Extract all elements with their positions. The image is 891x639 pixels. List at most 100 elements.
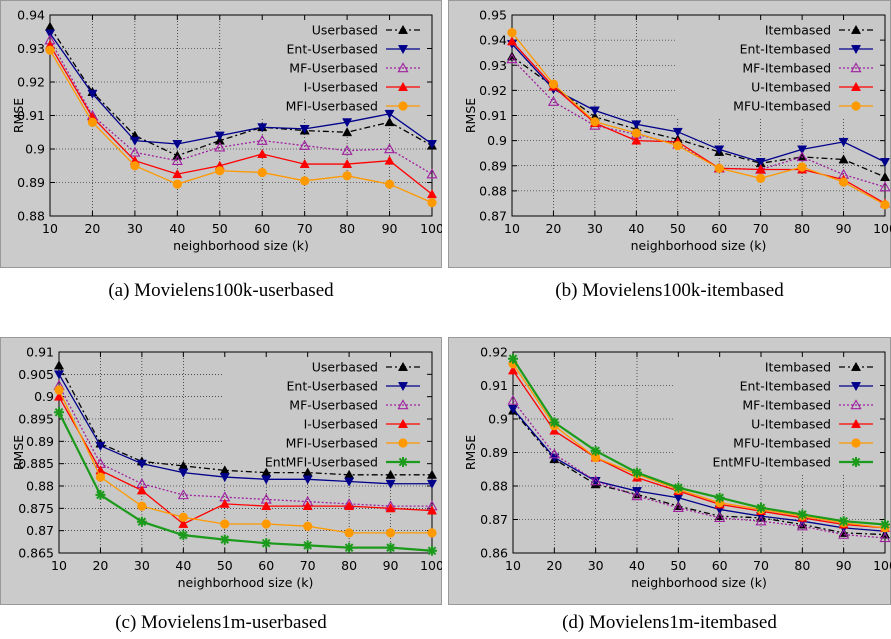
data-point — [879, 158, 891, 168]
y-tick-label: 0.87 — [480, 512, 508, 527]
data-point — [136, 459, 147, 469]
data-point — [838, 137, 849, 147]
y-tick-label: 0.94 — [479, 33, 507, 48]
legend-label: MFI-Userbased — [286, 99, 378, 114]
y-tick-label: 0.9 — [25, 142, 45, 157]
x-tick-label: 50 — [670, 221, 686, 236]
data-point — [342, 171, 352, 181]
y-tick-label: 0.88 — [17, 209, 45, 224]
data-point — [344, 542, 355, 553]
x-tick-label: 100 — [873, 558, 891, 573]
data-point — [299, 139, 311, 150]
legend-label: Ent-Itembased — [740, 42, 831, 57]
y-tick-label: 0.93 — [479, 58, 507, 73]
y-tick-label: 0.95 — [479, 8, 507, 23]
data-point — [130, 161, 140, 171]
series-line — [58, 396, 433, 525]
y-tick-label: 0.92 — [17, 75, 45, 90]
data-point — [548, 79, 559, 89]
chart-panel-d: 0.86 0.87 0.88 0.89 0.9 0.91 0.92 10 20 30 40 50 60 7… — [448, 337, 891, 605]
data-point — [302, 500, 313, 511]
legend-label: MFU-Itembased — [733, 99, 831, 114]
data-point — [178, 512, 188, 522]
x-tick-label: 70 — [753, 221, 769, 236]
series-ent-userbased — [53, 370, 438, 489]
y-tick-label: 0.885 — [18, 456, 54, 471]
data-point — [95, 441, 106, 451]
legend: Itembased Ent-Itembased MF-Itembased U-Item… — [712, 360, 873, 470]
data-point — [590, 117, 600, 127]
series-line — [512, 408, 886, 532]
data-point — [755, 164, 766, 174]
series-line — [511, 43, 886, 163]
data-point — [838, 516, 849, 527]
plot-area — [58, 351, 433, 554]
x-tick-label: 80 — [794, 558, 810, 573]
x-tick-label: 10 — [51, 558, 67, 573]
legend-label: I-Userbased — [304, 80, 378, 95]
x-tick-label: 40 — [175, 558, 191, 573]
series-mfi-userbased — [54, 385, 437, 538]
data-point — [426, 168, 438, 179]
y-axis-label: RMSE — [11, 98, 26, 133]
caption-b: (b) Movielens100k-itembased — [555, 280, 784, 301]
y-tick-label: 0.92 — [479, 83, 507, 98]
series-line — [49, 33, 433, 145]
data-point — [256, 134, 268, 145]
x-tick-label: 100 — [420, 558, 442, 573]
data-point — [631, 128, 641, 138]
chart-svg: 0.865 0.87 0.875 0.88 0.885 0.89 0.895 0.9 0.905… — [0, 337, 442, 605]
data-point — [384, 179, 395, 189]
legend-label: U-Itembased — [751, 417, 831, 432]
data-point — [385, 528, 396, 538]
caption-c: (c) Movielens1m-userbased — [115, 612, 327, 633]
series-line — [512, 400, 886, 539]
data-point — [344, 500, 355, 511]
data-point — [214, 141, 226, 152]
x-tick-label: 50 — [212, 221, 228, 236]
x-tick-label: 30 — [588, 558, 604, 573]
chart-panel-c: 0.865 0.87 0.875 0.88 0.885 0.89 0.895 0.9 0.905… — [0, 337, 442, 605]
legend-marker — [850, 399, 862, 410]
data-point — [300, 176, 310, 186]
legend-marker — [851, 457, 861, 467]
data-point — [507, 405, 519, 415]
y-tick-label: 0.9 — [34, 389, 54, 404]
x-tick-label: 10 — [504, 221, 520, 236]
data-point — [341, 144, 353, 155]
y-tick-label: 0.91 — [479, 108, 507, 123]
legend-label: U-Itembased — [751, 80, 831, 95]
data-point — [178, 530, 189, 541]
y-tick-label: 0.88 — [479, 183, 507, 198]
x-tick-label: 80 — [339, 221, 355, 236]
data-point — [672, 502, 684, 513]
legend-label: I-Userbased — [304, 417, 378, 432]
y-tick-label: 0.89 — [17, 175, 45, 190]
data-point — [214, 131, 225, 141]
axis-ticks — [512, 351, 886, 554]
data-point — [172, 179, 182, 189]
y-tick-label: 0.88 — [480, 479, 508, 494]
data-point — [880, 519, 890, 530]
data-point — [215, 166, 225, 176]
data-point — [302, 475, 313, 485]
legend-marker — [397, 81, 409, 91]
chart-svg: 0.88 0.89 0.9 0.91 0.92 0.93 0.94 10 20 30 40 50 60 7… — [0, 0, 442, 268]
data-point — [44, 29, 56, 39]
data-point — [219, 473, 230, 483]
legend-marker — [398, 438, 408, 448]
series-line — [512, 370, 886, 529]
data-point — [838, 528, 850, 539]
data-point — [171, 154, 183, 165]
data-point — [384, 117, 395, 127]
legend-label: Userbased — [312, 360, 378, 375]
legend-label: Ent-Userbased — [287, 379, 378, 394]
legend-marker — [397, 45, 409, 55]
data-point — [879, 532, 891, 543]
legend-marker — [397, 399, 409, 410]
data-point — [672, 127, 683, 137]
x-tick-label: 40 — [628, 221, 644, 236]
data-point — [344, 528, 354, 538]
data-point — [426, 479, 438, 489]
data-point — [172, 169, 183, 179]
